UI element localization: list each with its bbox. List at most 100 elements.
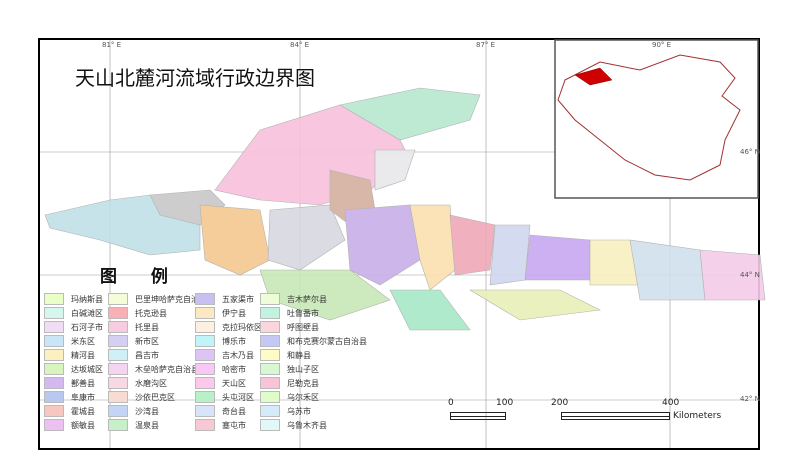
- legend-swatch: [260, 377, 280, 389]
- legend-swatch: [260, 335, 280, 347]
- legend-swatch: [260, 293, 280, 305]
- legend-swatch: [44, 349, 64, 361]
- region: [629, 239, 706, 301]
- legend-swatch: [260, 405, 280, 417]
- legend-item: 托里县: [108, 321, 159, 333]
- legend-swatch: [108, 377, 128, 389]
- legend-label: 霍城县: [71, 406, 95, 416]
- study-area-highlight: [574, 67, 613, 86]
- legend-item: 和静县: [260, 349, 311, 361]
- legend-item: 鄯善县: [44, 377, 95, 389]
- legend-swatch: [195, 363, 215, 375]
- legend-item: 伊宁县: [195, 307, 246, 319]
- legend-swatch: [260, 419, 280, 431]
- legend-item: 沙依巴克区: [108, 391, 175, 403]
- legend-swatch: [195, 335, 215, 347]
- legend-swatch: [195, 321, 215, 333]
- region: [468, 289, 602, 321]
- legend-swatch: [260, 307, 280, 319]
- legend-swatch: [195, 307, 215, 319]
- legend-label: 托里县: [135, 322, 159, 332]
- legend-item: 巴里坤哈萨克自治县: [108, 293, 207, 305]
- legend-item: 温泉县: [108, 419, 159, 431]
- legend-swatch: [195, 349, 215, 361]
- legend-label: 巴里坤哈萨克自治县: [135, 294, 207, 304]
- legend-item: 乌尔禾区: [260, 391, 319, 403]
- region: [409, 204, 456, 291]
- map-frame: [38, 38, 760, 450]
- legend-item: 克拉玛依区: [195, 321, 262, 333]
- legend-item: 独山子区: [260, 363, 319, 375]
- legend-title: 图 例: [100, 267, 182, 287]
- legend-label: 博乐市: [222, 336, 246, 346]
- region: [489, 224, 531, 286]
- legend-swatch: [108, 321, 128, 333]
- legend-label: 独山子区: [287, 364, 319, 374]
- legend-swatch: [108, 293, 128, 305]
- basin-regions: [44, 87, 766, 331]
- legend-swatch: [260, 391, 280, 403]
- legend-item: 和布克赛尔蒙古自治县: [260, 335, 367, 347]
- legend-label: 鄯善县: [71, 378, 95, 388]
- region: [389, 289, 471, 331]
- legend-item: 五家渠市: [195, 293, 254, 305]
- legend-label: 沙湾县: [135, 406, 159, 416]
- map-title: 天山北麓河流域行政边界图: [75, 66, 315, 90]
- legend-label: 温泉县: [135, 420, 159, 430]
- legend-label: 石河子市: [71, 322, 103, 332]
- legend-swatch: [195, 391, 215, 403]
- legend-label: 吉木萨尔县: [287, 294, 327, 304]
- legend-label: 新市区: [135, 336, 159, 346]
- legend-label: 伊宁县: [222, 308, 246, 318]
- legend-swatch: [108, 349, 128, 361]
- legend-item: 吉木乃县: [195, 349, 254, 361]
- legend-swatch: [195, 419, 215, 431]
- legend-item: 达坂城区: [44, 363, 103, 375]
- legend-item: 乌鲁木齐县: [260, 419, 327, 431]
- legend-label: 沙依巴克区: [135, 392, 175, 402]
- legend-item: 奇台县: [195, 405, 246, 417]
- legend-swatch: [108, 307, 128, 319]
- legend-swatch: [44, 391, 64, 403]
- legend-label: 精河县: [71, 350, 95, 360]
- scale-tick: 400: [662, 398, 680, 408]
- legend-swatch: [260, 321, 280, 333]
- legend-swatch: [195, 377, 215, 389]
- legend-item: 昌吉市: [108, 349, 159, 361]
- legend-item: 头屯河区: [195, 391, 254, 403]
- region: [267, 204, 346, 271]
- legend-swatch: [195, 293, 215, 305]
- region: [339, 87, 481, 141]
- legend-label: 奇台县: [222, 406, 246, 416]
- legend-label: 水磨沟区: [135, 378, 167, 388]
- legend-swatch: [108, 419, 128, 431]
- legend-label: 乌鲁木齐县: [287, 420, 327, 430]
- legend-swatch: [44, 293, 64, 305]
- legend-item: 呼图壁县: [260, 321, 319, 333]
- scale-unit: Kilometers: [673, 411, 722, 421]
- legend-swatch: [260, 363, 280, 375]
- inset-map: [554, 39, 759, 199]
- lon-label: 87° E: [476, 41, 496, 49]
- legend-item: 水磨沟区: [108, 377, 167, 389]
- legend-label: 白碱滩区: [71, 308, 103, 318]
- legend-label: 吉木乃县: [222, 350, 254, 360]
- legend-label: 尼勒克县: [287, 378, 319, 388]
- legend-label: 木垒哈萨克自治县: [135, 364, 199, 374]
- region: [524, 234, 591, 281]
- legend-swatch: [108, 405, 128, 417]
- legend-swatch: [108, 391, 128, 403]
- legend-label: 额敏县: [71, 420, 95, 430]
- legend-item: 阜康市: [44, 391, 95, 403]
- legend-item: 精河县: [44, 349, 95, 361]
- legend-item: 托克逊县: [108, 307, 167, 319]
- legend-item: 木垒哈萨克自治县: [108, 363, 199, 375]
- legend-swatch: [44, 363, 64, 375]
- lat-label: 42° N: [740, 395, 760, 403]
- scale-tick: 100: [496, 398, 514, 408]
- legend-label: 阜康市: [71, 392, 95, 402]
- legend-label: 乌苏市: [287, 406, 311, 416]
- legend-item: 塞屯市: [195, 419, 246, 431]
- legend-swatch: [44, 405, 64, 417]
